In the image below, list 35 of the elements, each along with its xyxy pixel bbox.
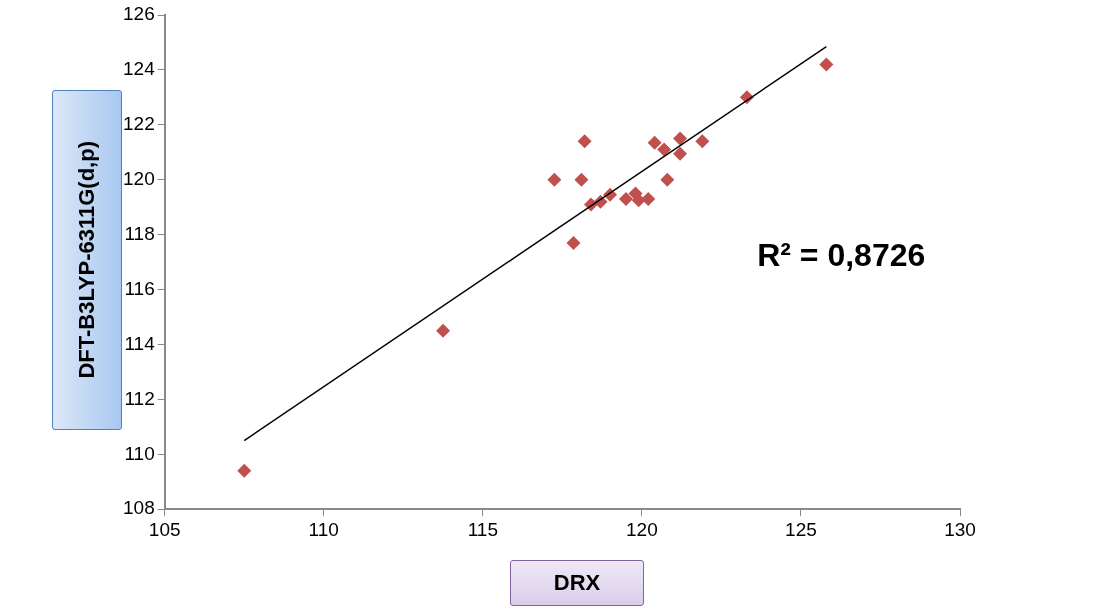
point [547, 172, 562, 187]
point [647, 135, 662, 150]
y-tick-label: 120 [123, 167, 155, 189]
y-axis-title: DFT-B3LYP-6311G(d,p) [74, 141, 100, 379]
x-tick-label: 130 [944, 518, 976, 540]
point [574, 172, 589, 187]
point [660, 172, 675, 187]
point [673, 146, 688, 161]
y-tick-label: 108 [123, 497, 155, 519]
y-tick-label: 114 [124, 332, 156, 354]
y-tick-label: 112 [124, 387, 155, 409]
point [641, 191, 656, 206]
x-tick-label: 125 [785, 518, 817, 540]
annotation: R² = 0,8726 [757, 237, 926, 275]
point [566, 235, 581, 250]
point [631, 193, 646, 208]
y-tick-label: 124 [123, 58, 156, 80]
point [436, 323, 451, 338]
point [577, 134, 592, 149]
y-tick-label: 126 [123, 3, 155, 25]
y-tick-label: 110 [124, 442, 155, 464]
point [695, 134, 710, 149]
x-tick-label: 110 [308, 518, 339, 540]
point [673, 131, 688, 146]
point [237, 463, 252, 478]
x-axis-title: DRX [510, 560, 644, 606]
point [819, 57, 834, 72]
point [657, 142, 672, 157]
x-tick-label: 115 [467, 518, 498, 540]
point [618, 191, 633, 206]
x-tick-label: 120 [626, 518, 658, 540]
y-tick-label: 122 [123, 113, 155, 135]
y-tick-label: 116 [124, 277, 155, 299]
x-tick-label: 105 [148, 518, 181, 540]
y-tick-label: 118 [124, 222, 155, 244]
